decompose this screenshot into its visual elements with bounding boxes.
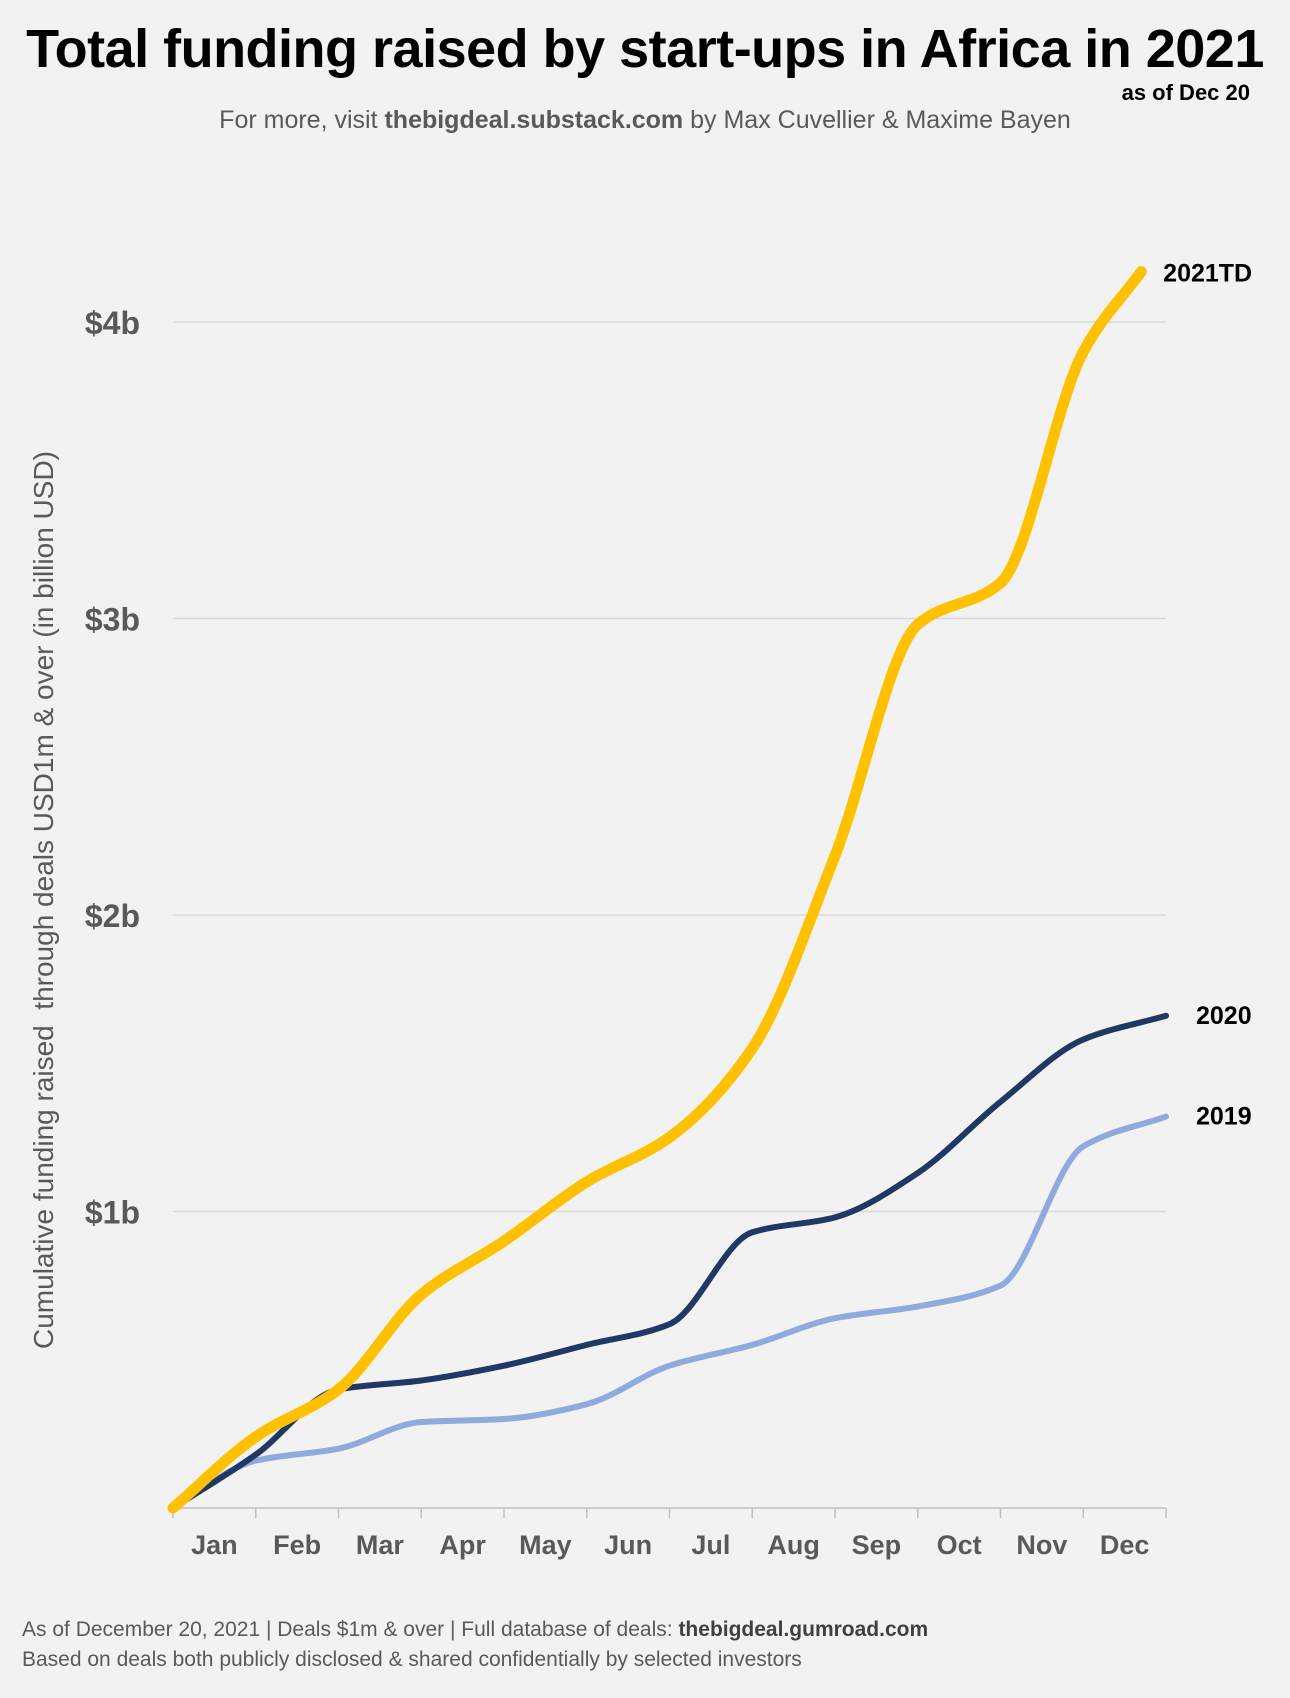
gumroad-link[interactable]: thebigdeal.gumroad.com	[678, 1618, 929, 1641]
subtitle: For more, visit thebigdeal.substack.com …	[0, 106, 1290, 135]
y-tick-label: $3b	[85, 602, 140, 638]
x-tick-label: Apr	[439, 1530, 486, 1560]
series-labels: 2019 2020 2021TD	[1163, 260, 1252, 1131]
footer-line-2: Based on deals both publicly disclosed &…	[22, 1648, 802, 1671]
chart-title: Total funding raised by start-ups in Afr…	[26, 19, 1264, 79]
x-tick-label: Oct	[937, 1530, 982, 1560]
x-tick-label: Jan	[191, 1530, 238, 1560]
x-tick-label: Nov	[1016, 1530, 1067, 1560]
footer-line-1: As of December 20, 2021 | Deals $1m & ov…	[22, 1618, 928, 1642]
subtitle-suffix: by Max Cuvellier & Maxime Bayen	[683, 106, 1071, 134]
x-tick-label: Sep	[852, 1530, 902, 1560]
x-tick-label: Dec	[1100, 1530, 1150, 1560]
x-tick-label: Jun	[604, 1530, 652, 1560]
x-tick-label: Aug	[767, 1530, 819, 1560]
as-of-note: as of Dec 20	[1121, 80, 1250, 105]
y-tick-label: $4b	[85, 305, 140, 341]
y-tick-label: $2b	[85, 898, 140, 934]
x-tick-label: Mar	[356, 1530, 405, 1560]
series-label-2019: 2019	[1196, 1103, 1252, 1131]
footer-text: As of December 20, 2021 | Deals $1m & ov…	[22, 1618, 679, 1641]
series-line-2019	[170, 1113, 1169, 1511]
x-tick-label: May	[519, 1530, 572, 1560]
series-lines	[167, 266, 1169, 1514]
series-label-2021td: 2021TD	[1163, 260, 1252, 288]
y-tick-label: $1b	[85, 1195, 140, 1231]
x-tick-label: Jul	[691, 1530, 730, 1560]
gridlines	[173, 321, 1166, 1213]
x-tick-label: Feb	[273, 1530, 321, 1560]
x-axis-ticks: Jan Feb Mar Apr May Jun Jul Aug Sep Oct Nov Dec	[191, 1530, 1149, 1560]
series-label-2020: 2020	[1196, 1002, 1252, 1030]
series-line-2020	[170, 1012, 1169, 1511]
series-line-2021td	[167, 266, 1147, 1514]
x-axis	[172, 1507, 1167, 1518]
substack-link[interactable]: thebigdeal.substack.com	[384, 106, 684, 134]
subtitle-prefix: For more, visit	[219, 106, 385, 134]
y-axis-ticks: $1b $2b $3b $4b	[85, 305, 140, 1231]
